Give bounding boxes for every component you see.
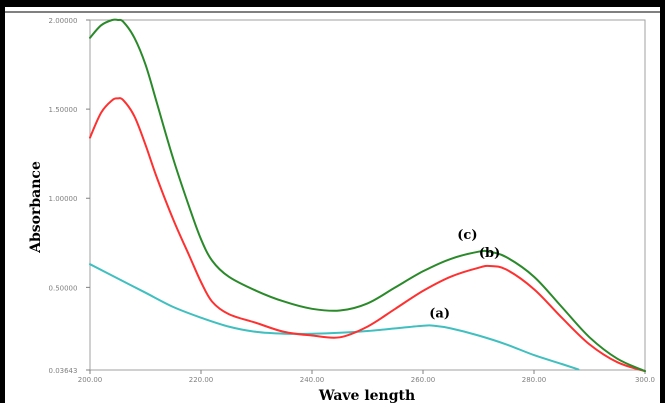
y-tick-label: 0.50000: [49, 284, 78, 292]
y-tick-label: 2.00000: [49, 17, 78, 25]
curve-label-b: (b): [479, 246, 500, 261]
y-tick-label: 0.03643: [49, 367, 78, 375]
x-tick-label: 280.00: [522, 376, 547, 384]
frame-left-bar: [0, 0, 5, 403]
x-axis-label: Wave length: [318, 388, 415, 403]
x-tick-label: 260.00: [411, 376, 436, 384]
curve-label-c: (c): [457, 228, 477, 243]
series-line-c: [89, 18, 646, 373]
x-tick-label: 300.0: [635, 376, 655, 384]
x-tick-label: 220.00: [189, 376, 214, 384]
x-tick-label: 200.00: [78, 376, 103, 384]
x-tick-label: 240.00: [300, 376, 325, 384]
frame-top-bar: [0, 0, 665, 7]
data-curves: [89, 18, 646, 373]
curve-label-a: (a): [429, 307, 450, 322]
curve-labels: (a) (b)(c): [429, 228, 500, 321]
frame-right-bar: [660, 0, 665, 403]
y-axis-label: Absorbance: [28, 161, 44, 254]
y-tick-label: 1.00000: [49, 195, 78, 203]
series-line-b: [89, 97, 646, 373]
y-tick-label: 1.50000: [49, 106, 78, 114]
